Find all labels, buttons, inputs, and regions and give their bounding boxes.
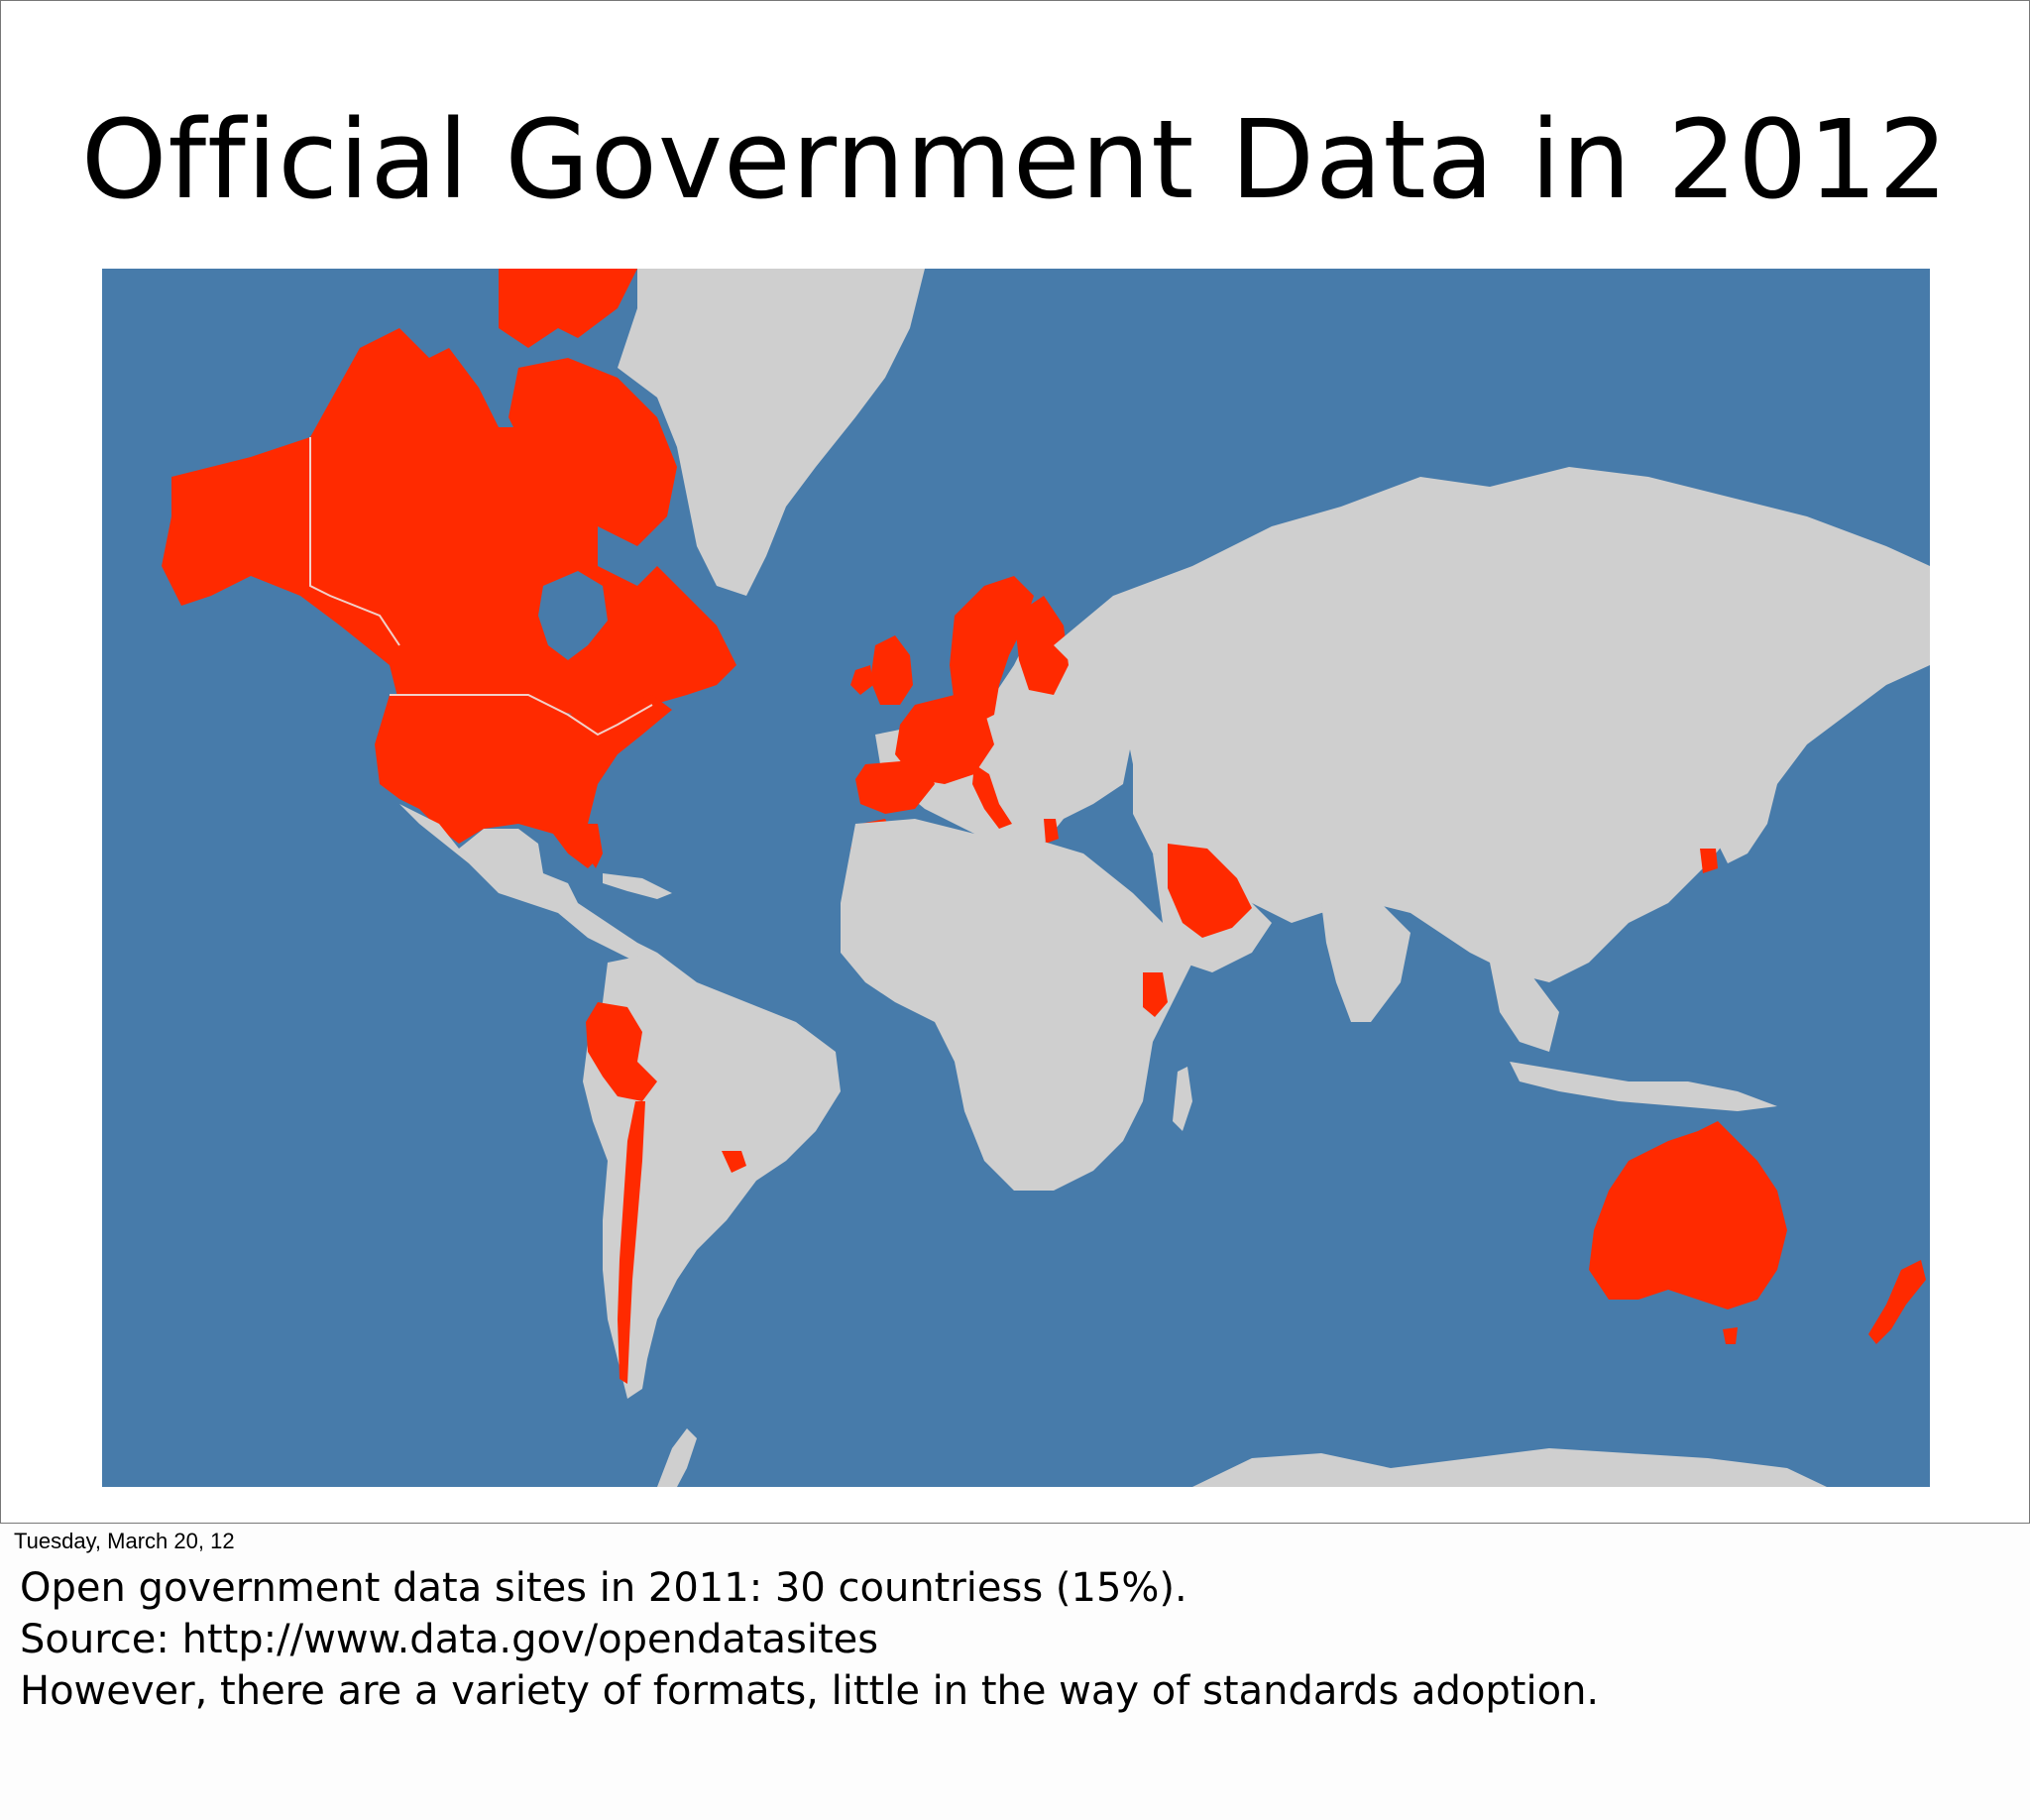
land-saudi-arabia <box>1168 844 1252 938</box>
land-chile <box>618 1101 645 1384</box>
land-arctic-islands <box>499 269 637 348</box>
land-finland <box>1014 596 1069 695</box>
land-india <box>1321 903 1410 1022</box>
land-caribbean <box>603 873 672 899</box>
land-southeast-asia <box>1490 963 1559 1052</box>
land-madagascar <box>1173 1067 1192 1131</box>
land-tasmania <box>1723 1327 1738 1344</box>
land-south-america <box>583 953 841 1399</box>
land-europe <box>875 645 1133 853</box>
land-italy <box>972 764 1012 829</box>
land-florida <box>578 824 603 868</box>
land-new-zealand <box>1868 1260 1926 1344</box>
slide: Official Government Data in 2012 <box>0 0 2030 1524</box>
land-greenland <box>618 269 925 596</box>
slide-title: Official Government Data in 2012 <box>80 96 1950 223</box>
notes-line-3: However, there are a variety of formats,… <box>20 1668 1600 1714</box>
slide-date: Tuesday, March 20, 12 <box>14 1529 235 1553</box>
land-antarctic-peninsula <box>657 1428 697 1487</box>
world-map <box>102 269 1930 1487</box>
land-norway-sweden <box>950 576 1034 725</box>
notes-line-2: Source: http://www.data.gov/opendatasite… <box>20 1617 879 1662</box>
land-japan <box>1718 754 1777 863</box>
land-uruguay <box>722 1151 746 1173</box>
land-greece <box>1044 819 1059 844</box>
border-alaska-canada <box>309 437 400 646</box>
notes-line-1: Open government data sites in 2011: 30 c… <box>20 1565 1187 1611</box>
land-ireland <box>850 665 873 695</box>
world-map-svg <box>102 269 1930 1487</box>
land-indonesia <box>1510 1062 1777 1111</box>
land-africa <box>841 819 1192 1191</box>
land-baffin <box>508 358 677 546</box>
land-mexico-central-america <box>399 804 657 963</box>
land-iberia <box>855 759 935 814</box>
presenter-notes: Open government data sites in 2011: 30 c… <box>20 1562 2002 1717</box>
hudson-bay <box>538 571 608 660</box>
land-united-states <box>375 695 672 868</box>
land-united-kingdom <box>870 635 913 705</box>
land-australia <box>1589 1121 1787 1309</box>
land-kenya <box>1143 972 1168 1017</box>
land-antarctica <box>1192 1448 1827 1487</box>
land-south-korea <box>1700 849 1718 873</box>
land-peru <box>586 1002 657 1101</box>
border-canada-usa <box>390 694 653 737</box>
